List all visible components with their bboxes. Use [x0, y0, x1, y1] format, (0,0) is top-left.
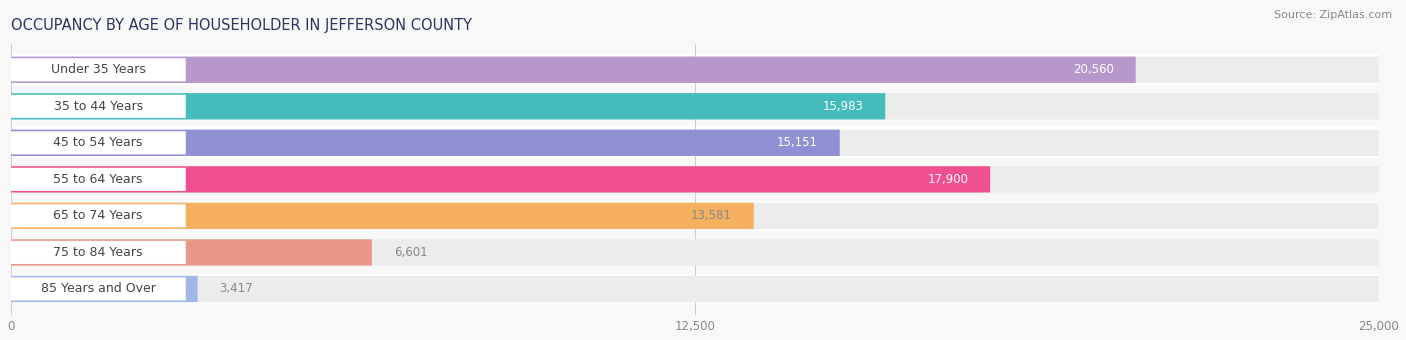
- Text: 65 to 74 Years: 65 to 74 Years: [53, 209, 143, 222]
- Text: 20,560: 20,560: [1073, 63, 1114, 76]
- FancyBboxPatch shape: [11, 164, 1379, 195]
- FancyBboxPatch shape: [11, 130, 1379, 156]
- Text: 17,900: 17,900: [928, 173, 969, 186]
- Text: 6,601: 6,601: [394, 246, 427, 259]
- Text: Source: ZipAtlas.com: Source: ZipAtlas.com: [1274, 10, 1392, 20]
- FancyBboxPatch shape: [11, 277, 186, 301]
- FancyBboxPatch shape: [11, 203, 754, 229]
- FancyBboxPatch shape: [11, 166, 1379, 192]
- FancyBboxPatch shape: [11, 237, 1379, 268]
- Text: 55 to 64 Years: 55 to 64 Years: [53, 173, 143, 186]
- FancyBboxPatch shape: [11, 239, 1379, 266]
- Text: 85 Years and Over: 85 Years and Over: [41, 283, 156, 295]
- FancyBboxPatch shape: [11, 95, 186, 118]
- Text: OCCUPANCY BY AGE OF HOUSEHOLDER IN JEFFERSON COUNTY: OCCUPANCY BY AGE OF HOUSEHOLDER IN JEFFE…: [11, 18, 471, 33]
- Text: 75 to 84 Years: 75 to 84 Years: [53, 246, 143, 259]
- FancyBboxPatch shape: [11, 168, 186, 191]
- Text: Under 35 Years: Under 35 Years: [51, 63, 146, 76]
- FancyBboxPatch shape: [11, 274, 1379, 304]
- FancyBboxPatch shape: [11, 128, 1379, 158]
- FancyBboxPatch shape: [11, 276, 1379, 302]
- FancyBboxPatch shape: [11, 239, 371, 266]
- Text: 15,983: 15,983: [823, 100, 863, 113]
- FancyBboxPatch shape: [11, 276, 198, 302]
- Text: 35 to 44 Years: 35 to 44 Years: [53, 100, 143, 113]
- Text: 13,581: 13,581: [690, 209, 733, 222]
- FancyBboxPatch shape: [11, 131, 186, 154]
- FancyBboxPatch shape: [11, 130, 839, 156]
- FancyBboxPatch shape: [11, 57, 1379, 83]
- FancyBboxPatch shape: [11, 57, 1136, 83]
- FancyBboxPatch shape: [11, 93, 886, 119]
- FancyBboxPatch shape: [11, 91, 1379, 122]
- Text: 3,417: 3,417: [219, 283, 253, 295]
- Text: 15,151: 15,151: [778, 136, 818, 149]
- FancyBboxPatch shape: [11, 204, 186, 227]
- FancyBboxPatch shape: [11, 203, 1379, 229]
- FancyBboxPatch shape: [11, 93, 1379, 119]
- Text: 45 to 54 Years: 45 to 54 Years: [53, 136, 143, 149]
- FancyBboxPatch shape: [11, 241, 186, 264]
- FancyBboxPatch shape: [11, 201, 1379, 231]
- FancyBboxPatch shape: [11, 54, 1379, 85]
- FancyBboxPatch shape: [11, 166, 990, 192]
- FancyBboxPatch shape: [11, 58, 186, 81]
